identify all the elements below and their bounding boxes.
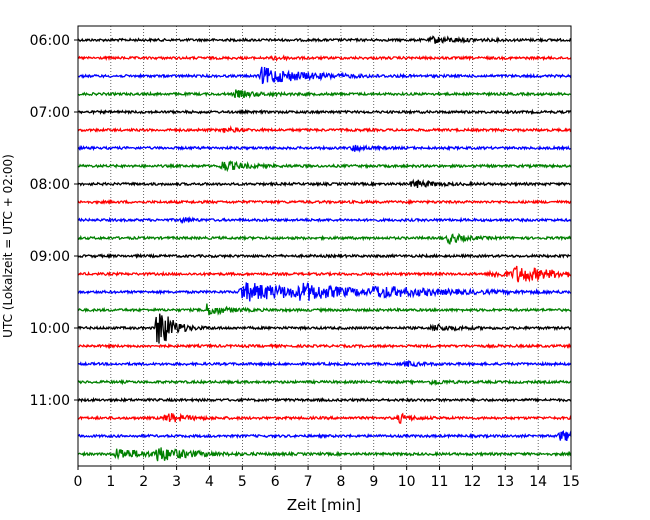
y-axis-label: UTC (Lokalzeit = UTC + 02:00): [1, 154, 15, 338]
trace-0815: [77, 198, 572, 206]
x-tick-label: 9: [369, 474, 378, 490]
x-tick-label: 0: [74, 474, 83, 490]
x-tick-label: 14: [529, 474, 547, 490]
trace-0800: [77, 178, 572, 188]
x-tick-label: 11: [431, 474, 449, 490]
plot-frame: [77, 25, 572, 467]
x-axis-ticks: 0 1 2 3 4 5 6 7 8 9 10 11 12 13 14 15: [74, 466, 580, 490]
trace-0930: [77, 282, 572, 302]
y-tick-label: 10:00: [30, 321, 70, 337]
x-tick-label: 5: [238, 474, 247, 490]
x-axis-label: Zeit [min]: [287, 496, 361, 514]
x-tick-label: 4: [205, 474, 214, 490]
trace-0830: [77, 215, 572, 224]
trace-0745: [77, 160, 571, 173]
y-tick-label: 07:00: [30, 105, 70, 121]
trace-1145: [77, 447, 572, 462]
y-tick-label: 06:00: [30, 33, 70, 49]
x-tick-label: 3: [172, 474, 181, 490]
x-tick-label: 1: [106, 474, 115, 490]
x-tick-label: 10: [398, 474, 416, 490]
trace-1130: [77, 430, 572, 441]
trace-0615: [77, 54, 572, 62]
x-tick-label: 8: [336, 474, 345, 490]
x-tick-label: 2: [139, 474, 148, 490]
grid-lines: [110, 26, 539, 466]
x-tick-label: 12: [463, 474, 481, 490]
trace-1045: [77, 378, 572, 387]
trace-0730: [77, 144, 572, 153]
trace-1015: [77, 342, 572, 350]
trace-1115: [78, 412, 572, 424]
x-tick-label: 15: [562, 474, 580, 490]
trace-0600: [77, 35, 571, 44]
trace-0700: [77, 108, 572, 116]
y-axis-ticks: 06:00 07:00 08:00 09:00 10:00 11:00: [30, 33, 78, 409]
y-tick-label: 11:00: [30, 393, 70, 409]
y-tick-label: 08:00: [30, 177, 70, 193]
x-tick-label: 6: [271, 474, 280, 490]
trace-0845: [77, 232, 572, 245]
trace-1030: [77, 359, 572, 368]
y-tick-label: 09:00: [30, 249, 70, 265]
trace-1100: [77, 396, 572, 404]
x-tick-label: 7: [304, 474, 313, 490]
trace-0915: [77, 265, 572, 283]
trace-0645: [77, 89, 572, 99]
trace-lines: [77, 35, 572, 462]
x-tick-label: 13: [496, 474, 514, 490]
trace-0630: [77, 66, 572, 85]
trace-0900: [77, 252, 572, 260]
trace-1000: [77, 313, 572, 344]
trace-0945: [78, 303, 572, 316]
trace-0715: [77, 124, 572, 134]
